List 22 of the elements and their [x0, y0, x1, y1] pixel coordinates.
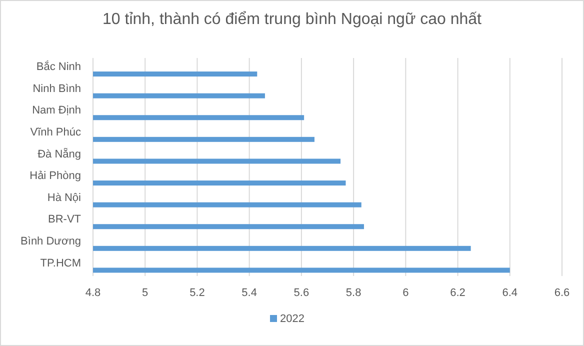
x-tick-label: 5.8 [346, 287, 362, 299]
x-tick-label: 6.4 [502, 287, 518, 299]
legend-label: 2022 [280, 313, 304, 325]
x-tick-label: 5 [142, 287, 148, 299]
y-tick-label: Ninh Bình [32, 82, 81, 95]
y-tick-label: Hà Nội [47, 192, 81, 204]
y-tick-label: TP.HCM [40, 257, 81, 270]
x-tick-label: 5.6 [294, 287, 310, 299]
x-tick-label: 4.8 [85, 287, 101, 299]
x-tick-label: 6 [402, 287, 409, 299]
y-tick-label: Nam Định [32, 104, 81, 117]
x-tick-label: 6.2 [450, 287, 466, 299]
x-tick-label: 6.6 [554, 287, 570, 299]
x-tick-label: 5.2 [190, 287, 205, 299]
x-tick-label: 5.4 [242, 287, 257, 299]
y-tick-label: BR-VT [48, 214, 82, 226]
y-tick-label: Đà Nẵng [38, 147, 81, 160]
y-tick-label: Hải Phòng [30, 170, 81, 182]
y-tick-label: Bình Dương [20, 235, 81, 248]
y-tick-label: Vĩnh Phúc [30, 126, 82, 138]
y-tick-label: Bắc Ninh [36, 60, 81, 74]
chart-title: 10 tỉnh, thành có điểm trung bình Ngoại ngữ cao nhất [102, 11, 482, 28]
